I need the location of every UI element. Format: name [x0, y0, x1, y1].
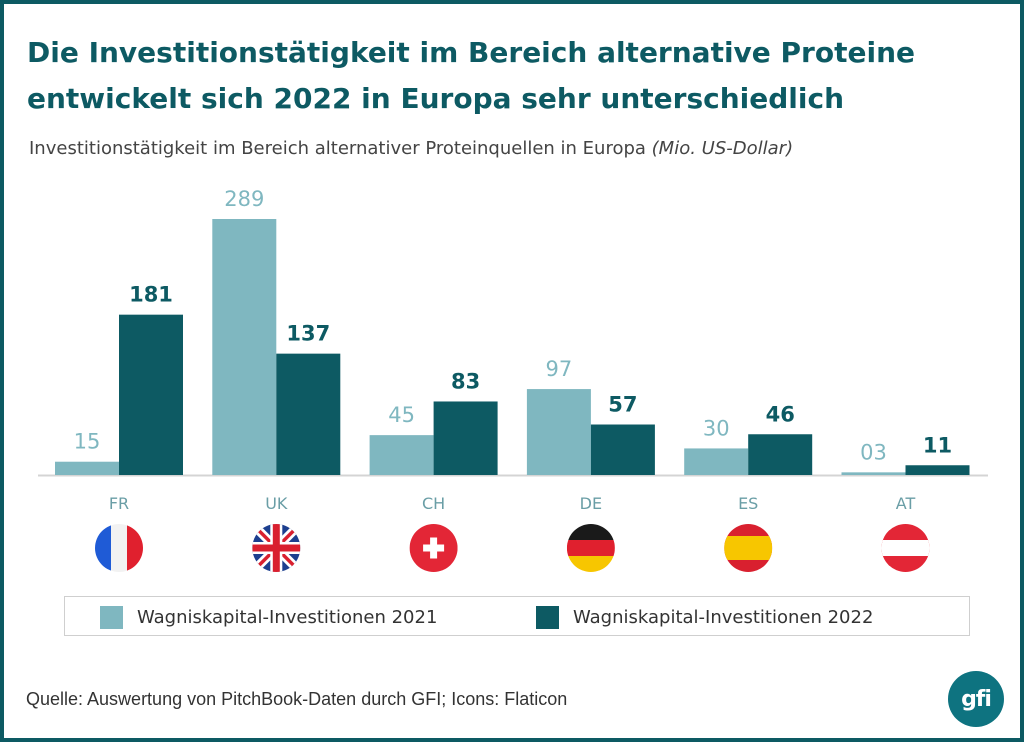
flag-switzerland-icon	[409, 524, 458, 572]
data-label-fr-2022: 181	[129, 283, 173, 307]
legend-label-2022: Wagniskapital-Investitionen 2022	[573, 606, 874, 628]
chart-subtitle: Investitionstätigkeit im Bereich alterna…	[29, 138, 793, 159]
data-label-fr-2021: 15	[74, 430, 101, 454]
legend-item-2021: Wagniskapital-Investitionen 2021	[100, 597, 437, 637]
legend: Wagniskapital-Investitionen 2021 Wagnisk…	[64, 596, 970, 636]
bar-at-2021	[841, 472, 906, 475]
gfi-logo: gfi	[948, 671, 1004, 727]
bar-uk-2022	[276, 353, 341, 475]
legend-item-2022: Wagniskapital-Investitionen 2022	[536, 597, 873, 637]
data-label-es-2021: 30	[703, 416, 730, 440]
source-note: Quelle: Auswertung von PitchBook-Daten d…	[26, 689, 568, 709]
bar-at-2022	[905, 465, 970, 475]
data-label-at-2022: 11	[923, 433, 952, 457]
flag-france-icon	[95, 524, 143, 572]
category-label-uk: UK	[265, 494, 288, 513]
flag-uk-icon	[252, 524, 301, 572]
data-label-es-2022: 46	[766, 402, 795, 426]
category-label-at: AT	[896, 494, 916, 513]
data-label-uk-2021: 289	[224, 187, 264, 211]
chart-title: Die Investitionstätigkeit im Bereich alt…	[27, 36, 916, 115]
data-label-de-2022: 57	[608, 393, 637, 417]
bar-es-2022	[748, 434, 813, 475]
bar-fr-2021	[55, 461, 119, 475]
bar-de-2021	[526, 389, 591, 475]
bar-uk-2021	[212, 219, 277, 475]
bar-de-2022	[590, 424, 655, 475]
legend-label-2021: Wagniskapital-Investitionen 2021	[137, 606, 438, 628]
data-label-de-2021: 97	[546, 357, 573, 381]
category-label-fr: FR	[109, 494, 129, 513]
subtitle-text: Investitionstätigkeit im Bereich alterna…	[29, 138, 646, 159]
category-label-ch: CH	[422, 494, 445, 513]
legend-swatch-2022	[536, 605, 559, 629]
bar-ch-2022	[433, 401, 498, 475]
data-label-at-2021: 03	[860, 440, 887, 464]
flag-austria-icon	[881, 524, 930, 572]
legend-swatch-2021	[100, 605, 123, 629]
flag-germany-icon	[566, 524, 615, 572]
data-label-ch-2021: 45	[388, 403, 415, 427]
subtitle-unit: (Mio. US-Dollar)	[651, 138, 794, 159]
data-label-ch-2022: 83	[451, 369, 480, 393]
flag-spain-icon	[724, 524, 773, 572]
category-label-es: ES	[738, 494, 758, 513]
bar-fr-2022	[119, 314, 183, 475]
bar-ch-2021	[369, 435, 434, 475]
category-label-de: DE	[580, 494, 602, 513]
data-label-uk-2022: 137	[286, 322, 330, 346]
bar-es-2021	[684, 448, 749, 475]
bar-chart: 15 181 FR 289 137 UK 45 83 CH 97 57 DE 30 46 ES 03 11 AT	[38, 187, 988, 572]
